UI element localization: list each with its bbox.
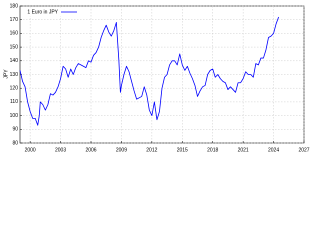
y-tick-label: 150 (10, 44, 19, 50)
chart: JPY 80 90 100 110 120 130 140 150 160 170 180 2000 2… (3, 3, 309, 153)
x-tick-label: 2021 (238, 147, 249, 153)
data-line (19, 16, 280, 126)
x-tick-label: 2009 (116, 147, 127, 153)
x-tick-label: 2018 (207, 147, 218, 153)
x-tick-label: 2024 (268, 147, 279, 153)
y-tick-label: 90 (12, 127, 18, 133)
y-axis-label: JPY (3, 69, 9, 79)
y-tick-label: 120 (10, 86, 19, 92)
y-tick-label: 100 (10, 113, 19, 119)
y-tick-label: 140 (10, 58, 19, 64)
x-tick-label: 2000 (25, 147, 36, 153)
legend-label: 1 Euro in JPY (27, 9, 58, 15)
x-tick-label: 2012 (146, 147, 157, 153)
y-tick-label: 80 (12, 140, 18, 146)
x-tick-label: 2003 (55, 147, 66, 153)
y-tick-label: 180 (10, 3, 19, 9)
y-tick-label: 160 (10, 31, 19, 37)
y-tick-label: 130 (10, 72, 19, 78)
y-tick-label: 170 (10, 17, 19, 23)
x-tick-label: 2006 (85, 147, 96, 153)
legend-box (24, 8, 80, 16)
x-tick-label: 2015 (177, 147, 188, 153)
y-tick-label: 110 (10, 99, 18, 105)
x-tick-label: 2027 (298, 147, 309, 153)
